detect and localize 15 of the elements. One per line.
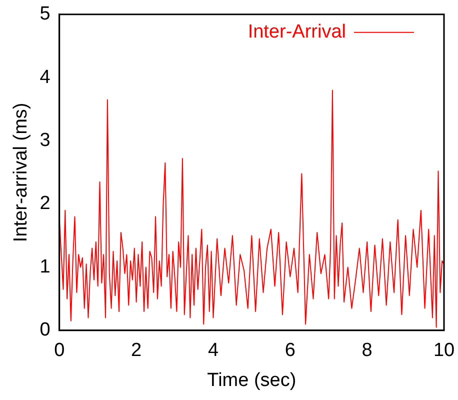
x-tick-label: 2: [131, 340, 142, 362]
y-tick-label: 1: [40, 256, 50, 278]
y-tick-label: 5: [40, 4, 50, 25]
x-tick-label: 10: [433, 340, 455, 362]
x-tick-label: 8: [362, 340, 372, 362]
y-tick-label: 2: [40, 193, 50, 214]
y-tick-label: 4: [40, 66, 51, 88]
x-tick-label: 0: [54, 340, 65, 362]
y-tick-label: 0: [40, 320, 50, 341]
x-axis-title: Time (sec): [207, 370, 296, 391]
x-tick-label: 4: [208, 340, 219, 362]
y-axis-title: Inter-arrival (ms): [10, 102, 32, 242]
legend-label: Inter-Arrival: [248, 22, 346, 43]
x-tick-label: 6: [284, 340, 296, 362]
y-tick-label: 3: [40, 130, 50, 152]
